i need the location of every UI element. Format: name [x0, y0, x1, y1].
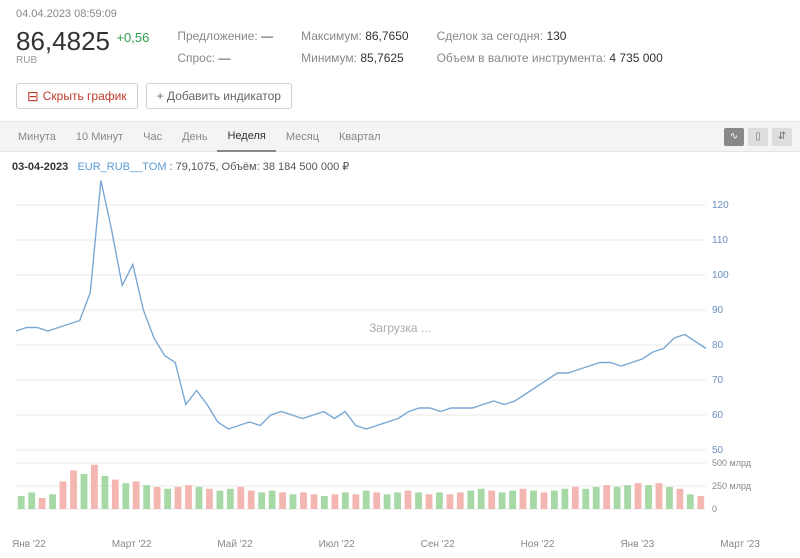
- volccy-value: 4 735 000: [609, 51, 662, 65]
- tooltip-price: 79,1075: [176, 161, 216, 173]
- tooltip-date: 03-04-2023: [12, 161, 68, 173]
- svg-text:0: 0: [712, 504, 717, 513]
- svg-text:100: 100: [712, 270, 729, 281]
- svg-text:80: 80: [712, 340, 724, 351]
- timestamp: 04.04.2023 08:59:09: [16, 8, 784, 20]
- last-price: 86,4825: [16, 26, 110, 57]
- hide-chart-label: Скрыть график: [43, 89, 127, 103]
- tooltip-price-sep: :: [167, 161, 176, 173]
- bid-label: Предложение:: [177, 29, 257, 43]
- bar-chart-icon[interactable]: ⇵: [772, 128, 792, 146]
- timeframe-tab[interactable]: Месяц: [276, 123, 329, 151]
- chart-tooltip: 03-04-2023 EUR_RUB__TOM : 79,1075, Объём…: [0, 152, 800, 177]
- deals-value: 130: [546, 29, 566, 43]
- add-indicator-button[interactable]: + Добавить индикатор: [146, 83, 292, 109]
- deals-label: Сделок за сегодня:: [437, 29, 544, 43]
- svg-text:250 млрд: 250 млрд: [712, 481, 752, 491]
- svg-text:120: 120: [712, 200, 729, 211]
- svg-text:50: 50: [712, 445, 724, 456]
- ask-value: —: [219, 51, 231, 65]
- volccy-label: Объем в валюте инструмента:: [437, 51, 606, 65]
- bid-value: —: [261, 29, 273, 43]
- tooltip-volume: 38 184 500 000 ₽: [263, 161, 350, 173]
- svg-text:90: 90: [712, 305, 724, 316]
- ask-label: Спрос:: [177, 51, 215, 65]
- timeframe-tab[interactable]: День: [172, 123, 217, 151]
- bid-ask-col: Предложение: — Спрос: —: [177, 26, 273, 69]
- minmax-col: Максимум: 86,7650 Минимум: 85,7625: [301, 26, 408, 69]
- timeframe-tab[interactable]: Минута: [8, 123, 66, 151]
- chart-area: Загрузка ... 50 60 70 80 90 100 110 120 0 250 млр…: [0, 177, 800, 537]
- min-label: Минимум:: [301, 51, 357, 65]
- loading-text: Загрузка ...: [369, 321, 431, 335]
- max-value: 86,7650: [365, 29, 408, 43]
- candle-chart-icon[interactable]: ▯: [748, 128, 768, 146]
- timeframe-tab[interactable]: Неделя: [217, 122, 275, 152]
- add-indicator-label: + Добавить индикатор: [157, 89, 281, 103]
- chart-toolbar: ⊟ Скрыть график + Добавить индикатор: [16, 83, 784, 109]
- line-chart-icon[interactable]: ∿: [724, 128, 744, 146]
- tooltip-vol-label: , Объём:: [215, 161, 262, 173]
- price-chart: 50 60 70 80 90 100 110 120 0 250 млрд 500 млрд: [12, 177, 792, 513]
- svg-text:500 млрд: 500 млрд: [712, 458, 752, 468]
- svg-text:70: 70: [712, 375, 724, 386]
- svg-text:60: 60: [712, 410, 724, 421]
- svg-text:110: 110: [712, 235, 728, 246]
- price-change: +0,56: [116, 30, 149, 45]
- collapse-icon: ⊟: [27, 89, 39, 103]
- chart-type-tools: ∿ ▯ ⇵: [724, 128, 792, 146]
- timeframe-tabs: Минута10 МинутЧасДеньНеделяМесяцКвартал …: [0, 121, 800, 152]
- max-label: Максимум:: [301, 29, 362, 43]
- quote-row: 86,4825 +0,56 RUB Предложение: — Спрос: …: [16, 26, 784, 69]
- deals-col: Сделок за сегодня: 130 Объем в валюте ин…: [437, 26, 663, 69]
- x-axis-labels: Янв '22Март '22Май '22Июл '22Сен '22Ноя …: [0, 537, 800, 558]
- timeframe-tab[interactable]: 10 Минут: [66, 123, 133, 151]
- timeframe-tab[interactable]: Квартал: [329, 123, 391, 151]
- tooltip-symbol: EUR_RUB__TOM: [77, 161, 166, 173]
- hide-chart-button[interactable]: ⊟ Скрыть график: [16, 83, 138, 109]
- timeframe-tab[interactable]: Час: [133, 123, 172, 151]
- min-value: 85,7625: [360, 51, 403, 65]
- price-block: 86,4825 +0,56 RUB: [16, 26, 149, 66]
